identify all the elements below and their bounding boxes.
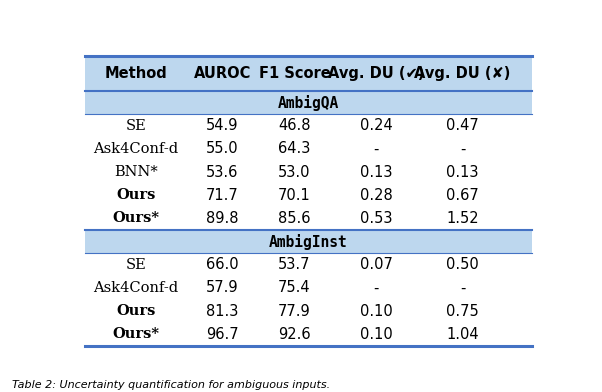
Text: BNN*: BNN* (114, 165, 158, 179)
Text: 1.04: 1.04 (446, 327, 479, 342)
Text: -: - (373, 142, 379, 156)
Text: 81.3: 81.3 (206, 304, 238, 319)
Text: -: - (460, 142, 465, 156)
Bar (84, 230, 533, 253)
Text: 0.13: 0.13 (446, 165, 479, 180)
Text: Ours: Ours (116, 188, 155, 202)
Text: Ask4Conf-d: Ask4Conf-d (93, 142, 178, 156)
Bar (84, 56, 533, 91)
Text: 53.0: 53.0 (278, 165, 311, 180)
Text: 0.28: 0.28 (360, 188, 393, 203)
Text: Ours*: Ours* (113, 327, 160, 341)
Text: 0.53: 0.53 (360, 211, 393, 226)
Text: 1.52: 1.52 (446, 211, 479, 226)
Text: 55.0: 55.0 (206, 142, 238, 156)
Text: 96.7: 96.7 (206, 327, 238, 342)
Text: 57.9: 57.9 (206, 280, 238, 296)
Text: -: - (460, 280, 465, 296)
Text: Ours: Ours (116, 304, 155, 318)
Text: 64.3: 64.3 (278, 142, 311, 156)
Text: 75.4: 75.4 (278, 280, 311, 296)
Text: 54.9: 54.9 (206, 118, 238, 133)
Text: F1 Score: F1 Score (259, 66, 330, 81)
Text: 89.8: 89.8 (206, 211, 238, 226)
Text: 0.10: 0.10 (360, 327, 393, 342)
Text: 53.6: 53.6 (206, 165, 238, 180)
Bar (84, 91, 533, 114)
Text: 70.1: 70.1 (278, 188, 311, 203)
Bar (84, 114, 533, 230)
Text: Avg. DU (✔): Avg. DU (✔) (328, 66, 424, 81)
Text: 0.13: 0.13 (360, 165, 393, 180)
Text: Ours*: Ours* (113, 211, 160, 225)
Text: Method: Method (105, 66, 167, 81)
Text: 0.10: 0.10 (360, 304, 393, 319)
Text: 53.7: 53.7 (278, 257, 311, 272)
Text: 71.7: 71.7 (206, 188, 238, 203)
Text: Table 2: Uncertainty quantification for ambiguous inputs.: Table 2: Uncertainty quantification for … (12, 380, 330, 390)
Text: -: - (373, 280, 379, 296)
Text: 92.6: 92.6 (278, 327, 311, 342)
Text: 0.75: 0.75 (446, 304, 479, 319)
Text: Avg. DU (✘): Avg. DU (✘) (414, 66, 510, 81)
Text: 0.47: 0.47 (446, 118, 479, 133)
Text: Ask4Conf-d: Ask4Conf-d (93, 281, 178, 295)
Text: 0.67: 0.67 (446, 188, 479, 203)
Text: 0.50: 0.50 (446, 257, 479, 272)
Text: 0.07: 0.07 (360, 257, 393, 272)
Text: 46.8: 46.8 (278, 118, 311, 133)
Text: AmbigQA: AmbigQA (278, 94, 339, 111)
Text: AmbigInst: AmbigInst (269, 234, 348, 250)
Text: 0.24: 0.24 (360, 118, 393, 133)
Text: 85.6: 85.6 (278, 211, 311, 226)
Text: AUROC: AUROC (193, 66, 251, 81)
Text: 77.9: 77.9 (278, 304, 311, 319)
Text: 66.0: 66.0 (206, 257, 238, 272)
Bar (84, 253, 533, 346)
Text: SE: SE (126, 119, 146, 133)
Text: SE: SE (126, 258, 146, 272)
